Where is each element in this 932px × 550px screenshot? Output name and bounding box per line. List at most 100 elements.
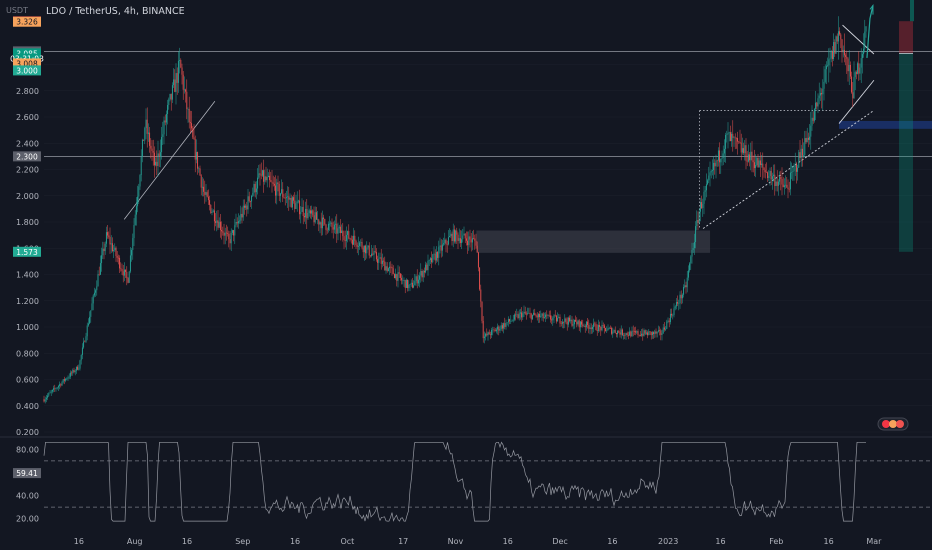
candle-body: [92, 295, 94, 304]
candle-body: [245, 205, 247, 208]
time-axis[interactable]: 16 Aug 16 Sep 16 Oct 17 Nov 16 Dec 16 2023 16 Feb 16 Ma…: [74, 537, 882, 546]
candle-body: [169, 93, 171, 100]
candle-body: [66, 378, 68, 380]
position-tool[interactable]: [866, 0, 914, 252]
candle-body: [456, 230, 458, 235]
ascending-trendline[interactable]: [702, 110, 875, 229]
candle-body: [347, 231, 349, 235]
time-tick-label: 16: [607, 537, 617, 546]
candle-body: [767, 172, 769, 179]
projection-arrow-icon[interactable]: [866, 5, 874, 58]
candle-body: [721, 157, 723, 159]
candle-body: [575, 319, 577, 322]
candle-body: [345, 234, 347, 241]
candle-body: [489, 334, 491, 336]
candle-body: [228, 233, 230, 240]
candle-body: [149, 132, 151, 146]
candle-body: [75, 366, 77, 371]
rsi-tick-label: 40.00: [16, 492, 39, 501]
candle-body: [771, 176, 773, 180]
candle-body: [175, 73, 177, 92]
candle-body: [204, 191, 206, 195]
candle-body: [103, 248, 105, 252]
candle-body: [43, 399, 45, 402]
candle-body: [741, 148, 743, 153]
candle-body: [679, 294, 681, 304]
demand-zone-rect[interactable]: [839, 120, 932, 129]
supply-zone-rect[interactable]: [476, 230, 711, 253]
candle-body: [320, 222, 322, 229]
candle-body: [432, 254, 434, 263]
candle-body: [373, 251, 375, 255]
candle-body: [425, 264, 427, 273]
candle-body: [815, 102, 817, 110]
grid-lines: [44, 64, 932, 433]
candle-body: [326, 229, 328, 231]
candle-body: [672, 315, 674, 316]
candle-body: [685, 285, 687, 288]
candle-body: [842, 49, 844, 53]
candle-body: [482, 320, 484, 339]
candle-body: [633, 330, 635, 332]
candle-body: [753, 162, 755, 169]
channel-upper-line[interactable]: [842, 24, 875, 55]
candle-body: [427, 260, 429, 271]
candle-body: [230, 232, 232, 244]
candle-body: [597, 325, 599, 331]
candle-body: [96, 286, 98, 291]
candle-body: [837, 31, 839, 42]
price-label-box: [13, 246, 41, 257]
candle-body: [89, 316, 91, 324]
candle-body: [193, 137, 195, 140]
candle-body: [512, 319, 514, 321]
candle-body: [824, 69, 826, 82]
candle-body: [585, 321, 587, 328]
candle-body: [354, 235, 356, 241]
candle-body: [515, 314, 517, 316]
candle-body: [839, 31, 841, 35]
candle-body: [864, 31, 866, 49]
candle-body: [763, 167, 765, 171]
candle-body: [716, 160, 718, 162]
candle-body: [93, 292, 95, 296]
candle-body: [786, 184, 788, 188]
indicator-toggle[interactable]: [877, 417, 909, 431]
channel-lower-line[interactable]: [838, 79, 875, 124]
time-tick-label: 2023: [658, 537, 678, 546]
candle-body: [443, 243, 445, 245]
candle-body: [446, 244, 448, 245]
candle-body: [587, 321, 589, 326]
candle-body: [105, 232, 107, 244]
candle-body: [594, 323, 596, 325]
candle-body: [91, 303, 93, 311]
candle-body: [73, 370, 75, 373]
position-reward-zone[interactable]: [899, 53, 913, 252]
candle-body: [239, 220, 241, 222]
position-target-marker[interactable]: [910, 0, 914, 22]
candle-body: [71, 372, 73, 374]
candle-body: [152, 150, 154, 153]
time-tick-label: Nov: [448, 537, 464, 546]
candle-body: [150, 145, 152, 149]
candle-body: [146, 119, 148, 134]
candle-body: [743, 148, 745, 154]
early-trendline[interactable]: [123, 101, 216, 220]
candle-body: [121, 269, 123, 272]
candle-body: [822, 88, 824, 95]
candle-body: [791, 171, 793, 173]
horizontal-levels[interactable]: [44, 50, 932, 157]
candle-body: [314, 212, 316, 223]
candle-body: [749, 154, 751, 161]
candle-body: [643, 330, 645, 336]
symbol-title[interactable]: LDO / TetherUS, 4h, BINANCE: [46, 6, 185, 17]
candle-body: [596, 329, 598, 331]
candle-body: [704, 190, 706, 192]
time-tick-label: 16: [715, 537, 725, 546]
candle-body: [104, 243, 106, 252]
candle-body: [591, 327, 593, 330]
position-risk-zone[interactable]: [899, 21, 913, 54]
candle-body: [289, 197, 291, 200]
candle-body: [807, 137, 809, 140]
